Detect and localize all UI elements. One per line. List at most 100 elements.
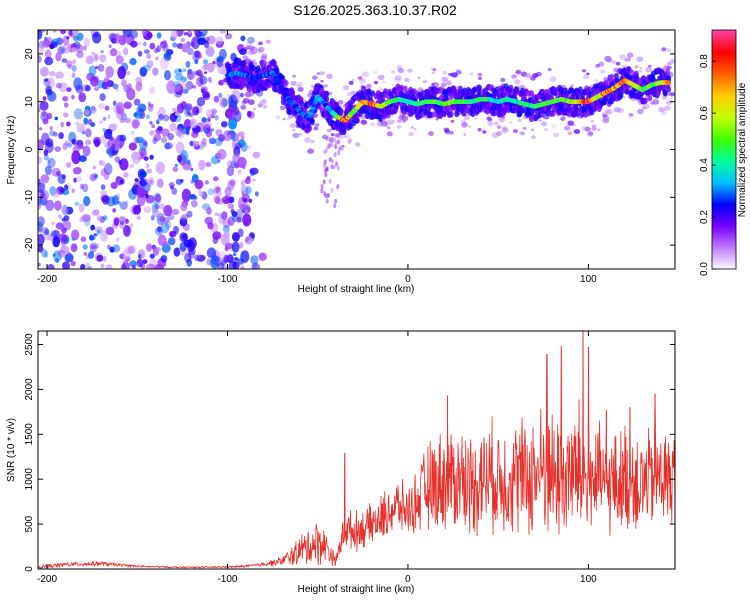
y-tick-label: 0 (24, 566, 35, 572)
noise-speckle (211, 108, 217, 115)
halo-speckle (254, 48, 258, 51)
noise-speckle (221, 264, 228, 269)
colorbar-cell (712, 241, 736, 244)
noise-speckle (145, 163, 150, 169)
colorbar-cell (712, 65, 736, 69)
halo-speckle (292, 74, 296, 78)
spectrogram-noise-layer (38, 30, 675, 269)
noise-speckle (94, 87, 99, 91)
noise-speckle (71, 237, 76, 241)
halo-speckle (443, 127, 450, 133)
colorbar-cell (712, 35, 736, 39)
halo-speckle (488, 122, 494, 127)
noise-speckle (146, 53, 152, 59)
noise-speckle (190, 200, 198, 208)
colorbar-cell (712, 169, 736, 173)
noise-speckle (92, 165, 96, 170)
noise-speckle (38, 200, 42, 207)
noise-speckle (82, 183, 89, 193)
halo-speckle (560, 115, 566, 121)
halo-speckle (430, 83, 435, 86)
noise-speckle (227, 203, 235, 209)
noise-speckle (38, 203, 42, 210)
halo-speckle (422, 79, 428, 84)
colorbar-cell (712, 71, 736, 75)
noise-speckle (137, 168, 146, 180)
tail-speckle (337, 139, 340, 145)
noise-speckle (254, 191, 259, 197)
noise-speckle (161, 244, 171, 253)
noise-speckle (71, 65, 77, 72)
noise-speckle (76, 176, 82, 183)
halo-speckle (404, 77, 410, 83)
noise-speckle (65, 162, 72, 168)
halo-speckle (430, 66, 436, 71)
noise-speckle (72, 30, 78, 36)
noise-speckle (55, 71, 64, 79)
noise-speckle (165, 220, 172, 229)
noise-speckle (112, 140, 120, 151)
halo-speckle (486, 116, 492, 121)
noise-speckle (112, 83, 119, 90)
noise-speckle (162, 135, 167, 140)
halo-speckle (501, 126, 508, 131)
noise-speckle (129, 164, 135, 169)
halo-speckle (408, 131, 414, 137)
noise-speckle (173, 247, 181, 257)
halo-speckle (617, 107, 625, 114)
noise-speckle (188, 70, 196, 80)
halo-speckle (366, 83, 372, 88)
halo-speckle (241, 100, 247, 105)
noise-speckle (62, 35, 70, 46)
tail-speckle (332, 164, 336, 170)
noise-speckle (91, 51, 96, 56)
ridge-band-point (448, 111, 454, 118)
tail-speckle (333, 203, 337, 209)
noise-speckle (227, 134, 232, 139)
tail-speckle (330, 158, 334, 164)
noise-speckle (52, 30, 57, 33)
colorbar-cell (712, 105, 736, 109)
noise-speckle (62, 220, 72, 231)
colorbar-cell (712, 217, 736, 220)
colorbar-cell (712, 263, 736, 266)
halo-speckle (448, 72, 452, 76)
halo-speckle (513, 129, 518, 134)
colorbar-ticks: 0.0 0.2 0.4 0.6 0.8 (699, 54, 716, 276)
halo-speckle (664, 105, 671, 111)
noise-speckle (78, 92, 87, 103)
halo-speckle (602, 118, 610, 124)
noise-speckle (58, 132, 64, 140)
halo-speckle (347, 140, 352, 144)
colorbar-cell (712, 47, 736, 51)
snr-x-label: Height of straight line (km) (298, 584, 415, 595)
noise-speckle (164, 142, 171, 150)
colorbar-cell (712, 137, 736, 141)
noise-speckle (108, 44, 112, 48)
noise-speckle (198, 159, 206, 171)
halo-speckle (600, 69, 606, 74)
noise-speckle (152, 209, 160, 218)
noise-speckle (76, 123, 86, 134)
y-tick-label: -10 (24, 190, 35, 205)
colorbar-cell (712, 67, 736, 71)
noise-speckle (179, 241, 187, 252)
noise-speckle (140, 178, 146, 187)
colorbar-cell (712, 109, 736, 113)
halo-speckle (372, 70, 379, 75)
halo-speckle (360, 119, 368, 125)
noise-speckle (83, 37, 90, 47)
halo-speckle (567, 131, 573, 136)
noise-speckle (38, 183, 45, 193)
noise-speckle (148, 103, 154, 108)
noise-speckle (80, 236, 87, 242)
colorbar-cell (712, 125, 736, 129)
noise-speckle (154, 263, 164, 269)
noise-speckle (47, 233, 55, 241)
tail-speckle (330, 187, 334, 193)
noise-speckle (88, 65, 97, 77)
noise-speckle (252, 151, 261, 159)
halo-speckle (326, 128, 332, 133)
noise-speckle (129, 58, 137, 66)
noise-speckle (137, 103, 147, 113)
